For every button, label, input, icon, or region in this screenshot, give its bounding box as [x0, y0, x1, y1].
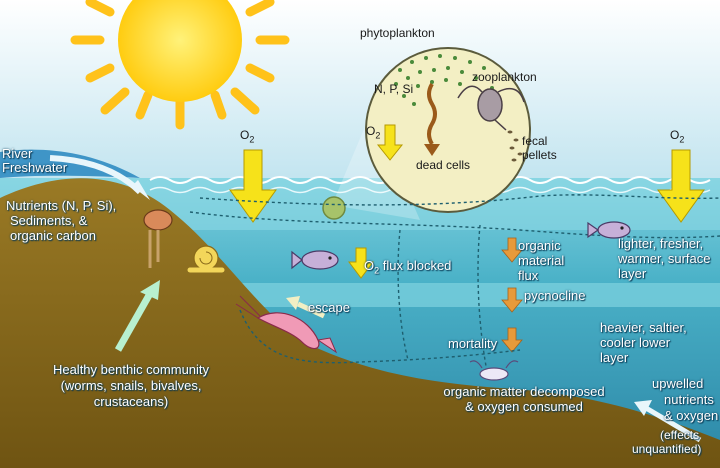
lighter-label-3: layer [618, 266, 647, 281]
nutrients-label-3: organic carbon [10, 228, 96, 243]
dead-cells-arrow [427, 82, 437, 146]
phytoplankton-label: phytoplankton [360, 26, 435, 40]
upwelling-arrow [644, 405, 702, 443]
zooplankton-label: zooplankton [472, 70, 537, 84]
upwelling-arrowhead [634, 400, 652, 416]
escape-arrowhead [286, 296, 300, 310]
sun-icon [70, 0, 290, 130]
decomposed-label-1: organic matter decomposed [443, 384, 605, 399]
shrimp-icon [235, 295, 338, 354]
plankton-sample-icon [322, 196, 346, 220]
lighter-label-1: lighter, fresher, [618, 236, 704, 251]
organic-label-1: organic [518, 238, 561, 253]
organic-label-2: material [518, 253, 565, 268]
lighter-label-2: warmer, surface [618, 251, 711, 266]
benthic-label-1: Healthy benthic community [52, 362, 210, 377]
benthic-pointer-arrowhead [140, 280, 160, 300]
o2-label-left: O2 [240, 128, 255, 145]
o2-label-right: O2 [670, 128, 685, 145]
flux-arrows [501, 237, 523, 353]
heavier-label-3: layer [600, 350, 629, 365]
organic-label-3: flux [518, 268, 539, 283]
dead-cells-arrowhead [424, 144, 440, 156]
pycnocline-band [210, 283, 720, 307]
benthic-label-2: (worms, snails, bivalves, [60, 378, 202, 393]
phytoplankton-dots [394, 54, 494, 106]
magnifier [365, 47, 531, 213]
mortality-label: mortality [448, 336, 498, 351]
o2-flux-blocked-label: O2 flux blocked [364, 258, 452, 276]
upwelled-label-1: upwelled [652, 376, 704, 391]
fecal-label-2: pellets [522, 148, 557, 162]
o2-arrow-blocked [348, 247, 374, 279]
escape-label: escape [308, 300, 350, 315]
zooplankton-icon [457, 85, 525, 131]
seabed [0, 178, 720, 468]
river-flow-arrowhead [132, 180, 150, 200]
o2-arrow-right [657, 149, 705, 223]
circulation-lines [189, 194, 720, 367]
effects-label-1: (effects [660, 428, 700, 442]
fish-icon-right [587, 221, 631, 239]
fecal-pellets [507, 130, 523, 162]
upwelled-label-3: & oxygen [664, 408, 719, 423]
pycnocline-label: pycnocline [524, 288, 586, 303]
crab-icon-shore [143, 209, 173, 268]
crab-icon [469, 360, 519, 381]
escape-arrow [296, 301, 326, 319]
benthic-label-3: crustaceans) [93, 394, 169, 409]
dead-cells-label: dead cells [416, 158, 471, 172]
heavier-label-1: heavier, saltier, [600, 320, 687, 335]
effects-label-2: unquantified) [632, 442, 702, 456]
arrow-down-icon [376, 124, 404, 161]
o2-arrow-left [229, 149, 277, 223]
upwelled-label-2: nutrients [664, 392, 714, 407]
fish-icon [291, 250, 339, 270]
decomposed-label-2: & oxygen consumed [465, 399, 583, 414]
nps-label: N, P, Si [374, 82, 414, 96]
heavier-label-2: cooler lower [600, 335, 671, 350]
nutrients-label-1: Nutrients (N, P, Si), [6, 198, 117, 213]
river-label-2: Freshwater [2, 160, 68, 175]
river-label-1: River [2, 146, 33, 161]
o2-label-inside: O2 [366, 124, 381, 141]
benthic-pointer-arrow [114, 288, 156, 352]
fecal-label-1: fecal [522, 134, 548, 148]
snail-icon [187, 245, 225, 273]
nutrients-label-2: Sediments, & [10, 213, 88, 228]
